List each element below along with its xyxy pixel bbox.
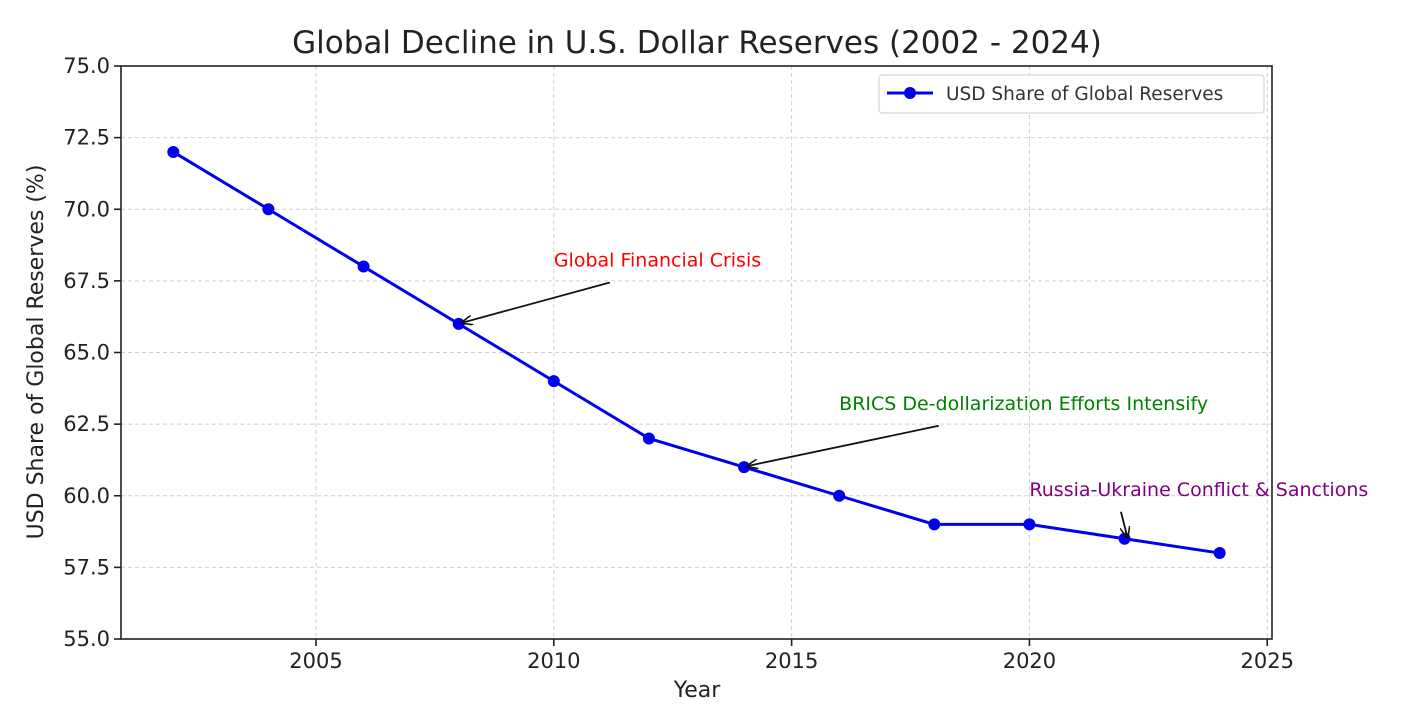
legend-marker bbox=[904, 87, 916, 99]
y-tick-label: 72.5 bbox=[63, 126, 110, 150]
data-point bbox=[642, 432, 655, 445]
data-point bbox=[833, 489, 846, 502]
y-tick-label: 62.5 bbox=[63, 412, 110, 436]
annotation-label: BRICS De-dollarization Efforts Intensify bbox=[839, 393, 1208, 415]
legend-label: USD Share of Global Reserves bbox=[946, 84, 1223, 105]
data-point bbox=[167, 145, 180, 158]
data-point bbox=[1118, 532, 1131, 545]
y-tick-label: 60.0 bbox=[63, 484, 110, 508]
annotation-arrow bbox=[462, 281, 611, 323]
annotation-label: Russia-Ukraine Conflict & Sanctions bbox=[1029, 479, 1368, 501]
legend-frame bbox=[878, 74, 1265, 114]
y-tick-label: 57.5 bbox=[63, 555, 110, 579]
annotation-arrow bbox=[747, 424, 939, 466]
y-tick-label: 65.0 bbox=[63, 341, 110, 365]
x-tick-label: 2020 bbox=[1003, 649, 1056, 673]
data-point bbox=[357, 260, 370, 273]
y-tick-label: 55.0 bbox=[63, 627, 110, 651]
chart-title: Global Decline in U.S. Dollar Reserves (… bbox=[292, 25, 1102, 61]
y-axis-title: USD Share of Global Reserves (%) bbox=[24, 165, 49, 540]
x-tick-label: 2015 bbox=[765, 649, 818, 673]
ticks: 2005 2010 2015 2020 2025 55.0 57.5 60.0 62.5 65.0… bbox=[63, 54, 1294, 673]
legend: USD Share of Global Reserves bbox=[878, 74, 1265, 114]
y-tick-label: 70.0 bbox=[63, 197, 110, 221]
x-tick-label: 2010 bbox=[527, 649, 580, 673]
data-point bbox=[1023, 518, 1036, 531]
annotation-arrow bbox=[1121, 511, 1128, 538]
grid bbox=[121, 65, 1272, 640]
x-tick-label: 2005 bbox=[289, 649, 342, 673]
data-point bbox=[262, 203, 275, 216]
data-point bbox=[452, 317, 465, 330]
data-point bbox=[928, 518, 941, 531]
x-tick-label: 2025 bbox=[1241, 649, 1294, 673]
series-line bbox=[172, 150, 1220, 555]
x-axis-title: Year bbox=[673, 678, 722, 703]
data-point bbox=[547, 375, 560, 388]
y-tick-label: 67.5 bbox=[63, 269, 110, 293]
annotation-label: Global Financial Crisis bbox=[554, 250, 761, 272]
data-point bbox=[738, 461, 751, 474]
annotations: Global Financial Crisis BRICS De-dollariz… bbox=[462, 250, 1368, 538]
data-point bbox=[1213, 547, 1226, 560]
y-tick-label: 75.0 bbox=[63, 54, 110, 78]
